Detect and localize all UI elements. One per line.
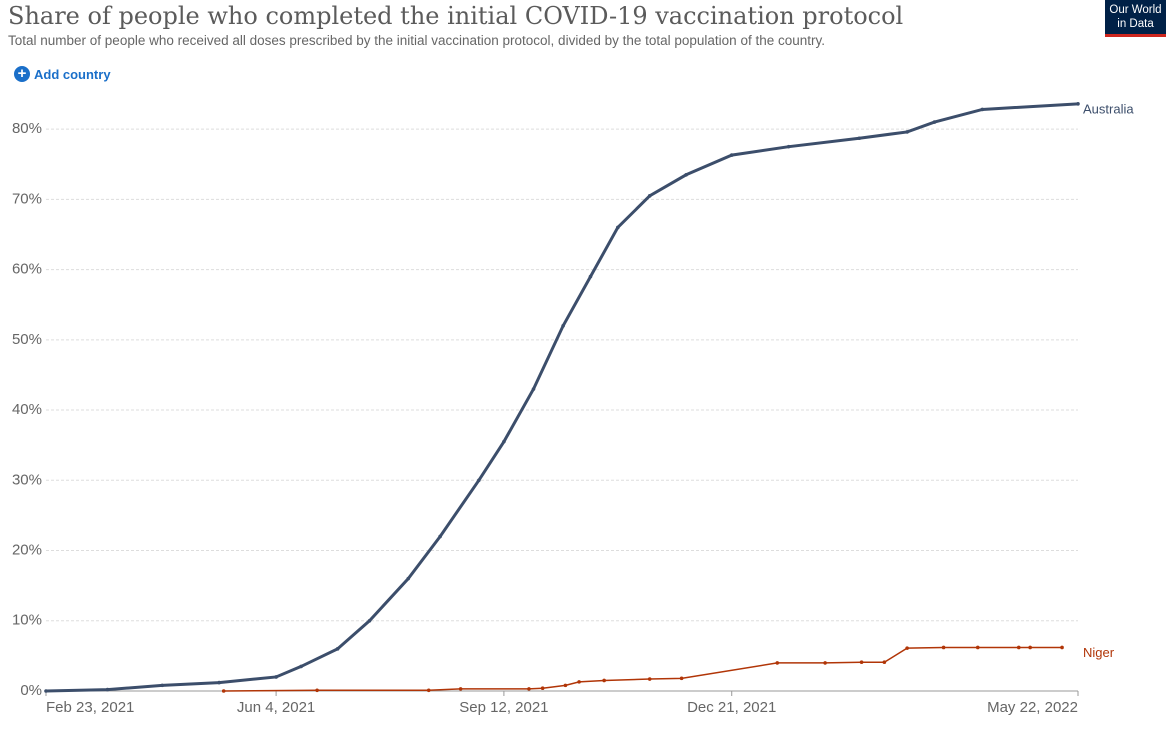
series-label: Australia [1083, 101, 1134, 116]
data-point [458, 687, 463, 691]
plus-icon: + [14, 66, 30, 82]
series-line [223, 646, 1063, 692]
data-point [1076, 102, 1080, 106]
data-point [857, 136, 862, 141]
data-point [335, 647, 340, 651]
data-point [1028, 645, 1032, 650]
data-point [44, 689, 48, 693]
y-tick-label: 50% [12, 331, 42, 348]
data-point [775, 661, 780, 665]
data-point [221, 689, 226, 693]
data-point [647, 677, 652, 681]
data-point [980, 107, 985, 112]
data-point [882, 660, 887, 665]
data-point [438, 534, 442, 539]
data-point [905, 130, 909, 134]
data-point [299, 664, 303, 669]
data-point [426, 688, 431, 693]
data-point [1016, 645, 1021, 650]
x-tick-label: Dec 21, 2021 [687, 699, 776, 716]
logo-line: Our World [1109, 4, 1162, 16]
data-point [561, 323, 565, 328]
y-tick-label: 30% [12, 471, 42, 488]
series-line [45, 102, 1079, 693]
data-point [217, 680, 221, 685]
x-tick-label: Sep 12, 2021 [459, 699, 548, 716]
data-point [540, 686, 545, 690]
series-label: Niger [1083, 645, 1115, 660]
x-tick-label: May 22, 2022 [987, 699, 1078, 716]
data-point [477, 478, 481, 483]
chart-title: Share of people who completed the initia… [8, 2, 904, 30]
y-tick-label: 60% [12, 261, 42, 278]
data-point [975, 645, 980, 650]
data-point [679, 676, 684, 681]
data-point [577, 680, 581, 684]
add-country-label: Add country [34, 66, 111, 82]
data-point [160, 683, 164, 688]
data-point [406, 576, 411, 581]
x-tick-label: Jun 4, 2021 [237, 699, 315, 716]
data-point [315, 688, 319, 693]
data-point [531, 387, 536, 391]
data-point [367, 618, 372, 623]
data-point [647, 194, 652, 198]
data-point [105, 687, 110, 692]
data-point [941, 645, 946, 650]
x-tick-label: Feb 23, 2021 [46, 699, 134, 716]
data-point [823, 661, 827, 665]
data-point [563, 683, 568, 688]
data-point [729, 153, 734, 157]
data-point [1060, 645, 1064, 650]
data-point [932, 120, 937, 124]
y-tick-label: 0% [20, 682, 42, 699]
chart-subtitle: Total number of people who received all … [8, 33, 825, 48]
data-point [905, 646, 909, 650]
data-point [502, 439, 506, 444]
y-tick-label: 10% [12, 612, 42, 629]
y-tick-label: 40% [12, 401, 42, 418]
y-tick-label: 20% [12, 541, 42, 558]
logo-line: in Data [1117, 18, 1154, 30]
y-tick-label: 80% [12, 120, 42, 137]
data-point [588, 274, 593, 279]
data-point [527, 687, 531, 691]
data-point [274, 675, 278, 679]
data-point [602, 678, 606, 683]
data-point [786, 144, 791, 149]
add-country-button[interactable]: + Add country [14, 66, 111, 82]
data-point [616, 225, 620, 230]
owid-logo[interactable]: Our World in Data [1105, 0, 1166, 37]
data-point [684, 172, 688, 177]
y-tick-label: 70% [12, 190, 42, 207]
data-point [859, 660, 864, 665]
